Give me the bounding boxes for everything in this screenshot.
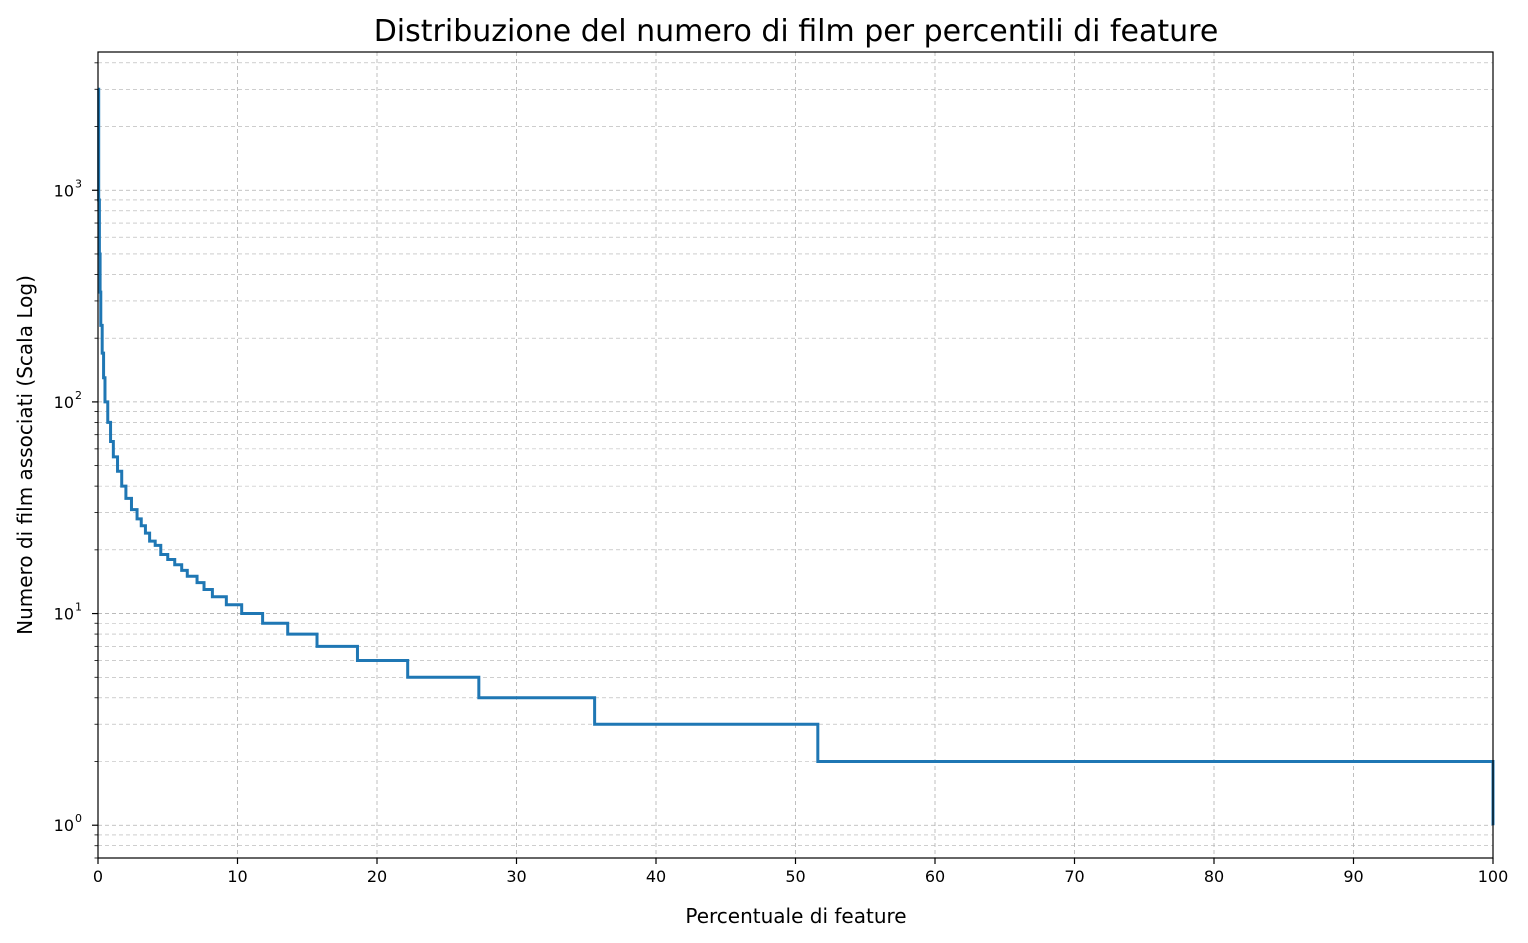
x-tick-label: 30 [506, 867, 526, 886]
x-axis: 0 10 20 30 40 50 60 70 80 90 100 [93, 858, 1508, 886]
x-tick-label: 60 [925, 867, 945, 886]
y-tick-base: 10 [54, 816, 74, 835]
grid [97, 52, 1494, 859]
x-tick-label: 10 [227, 867, 247, 886]
x-tick-label: 40 [646, 867, 666, 886]
y-tick-exponent: 2 [75, 389, 82, 402]
x-tick-label: 0 [93, 867, 103, 886]
x-axis-label: Percentuale di feature [685, 904, 906, 928]
y-tick-exponent: 1 [75, 601, 82, 614]
series-line [97, 87, 1495, 826]
y-tick-exponent: 0 [75, 812, 82, 825]
y-tick-label: 10 [54, 605, 74, 624]
x-tick-label: 90 [1343, 867, 1363, 886]
y-tick-label: 10 [54, 181, 74, 200]
x-tick-label: 80 [1204, 867, 1224, 886]
y-axis-label: Numero di film associati (Scala Log) [13, 275, 37, 635]
x-tick-label: 100 [1478, 867, 1509, 886]
x-tick-label: 50 [785, 867, 805, 886]
y-tick-base: 10 [54, 181, 74, 200]
y-tick-base: 10 [54, 605, 74, 624]
chart-title: Distribuzione del numero di film per per… [374, 14, 1219, 49]
y-tick-exponent: 3 [75, 177, 82, 190]
x-tick-label: 70 [1064, 867, 1084, 886]
y-tick-label: 10 [54, 816, 74, 835]
x-tick-label: 20 [367, 867, 387, 886]
y-tick-label: 10 [54, 393, 74, 412]
y-tick-base: 10 [54, 393, 74, 412]
series [97, 87, 1495, 826]
